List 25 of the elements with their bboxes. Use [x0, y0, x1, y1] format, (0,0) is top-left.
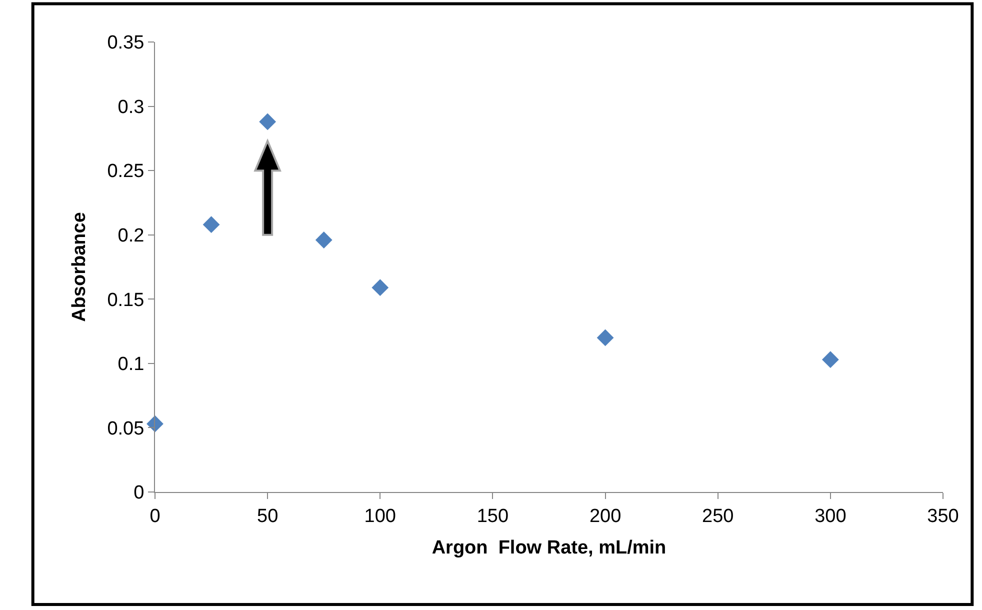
y-tick-label: 0.2 — [118, 226, 144, 247]
x-tick-label: 0 — [150, 506, 160, 527]
y-axis-title: Absorbance — [69, 212, 90, 322]
point — [372, 279, 389, 296]
point — [202, 216, 220, 234]
y-tick-label: 0.35 — [107, 32, 144, 54]
point — [596, 329, 614, 346]
point — [315, 232, 332, 248]
y-tick-label: 0.15 — [107, 290, 144, 311]
x-tick-label: 350 — [927, 506, 959, 527]
y-tick-label: 0.1 — [118, 354, 144, 376]
x-tick-label: 100 — [364, 506, 396, 527]
point — [259, 113, 276, 130]
x-tick-label: 250 — [702, 506, 734, 527]
y-tick-label: 0.25 — [107, 161, 144, 182]
x-tick-label: 200 — [589, 506, 622, 527]
point — [822, 351, 839, 368]
x-tick-label: 50 — [257, 506, 278, 527]
y-tick-label: 0.05 — [107, 418, 144, 440]
x-axis-title: Argon Flow Rate, mL/min — [432, 538, 666, 559]
x-tick-label: 300 — [814, 506, 846, 527]
y-tick-label: 0.3 — [118, 96, 144, 118]
y-tick-label: 0 — [134, 482, 144, 504]
point — [146, 415, 164, 432]
x-tick-label: 150 — [476, 506, 509, 527]
